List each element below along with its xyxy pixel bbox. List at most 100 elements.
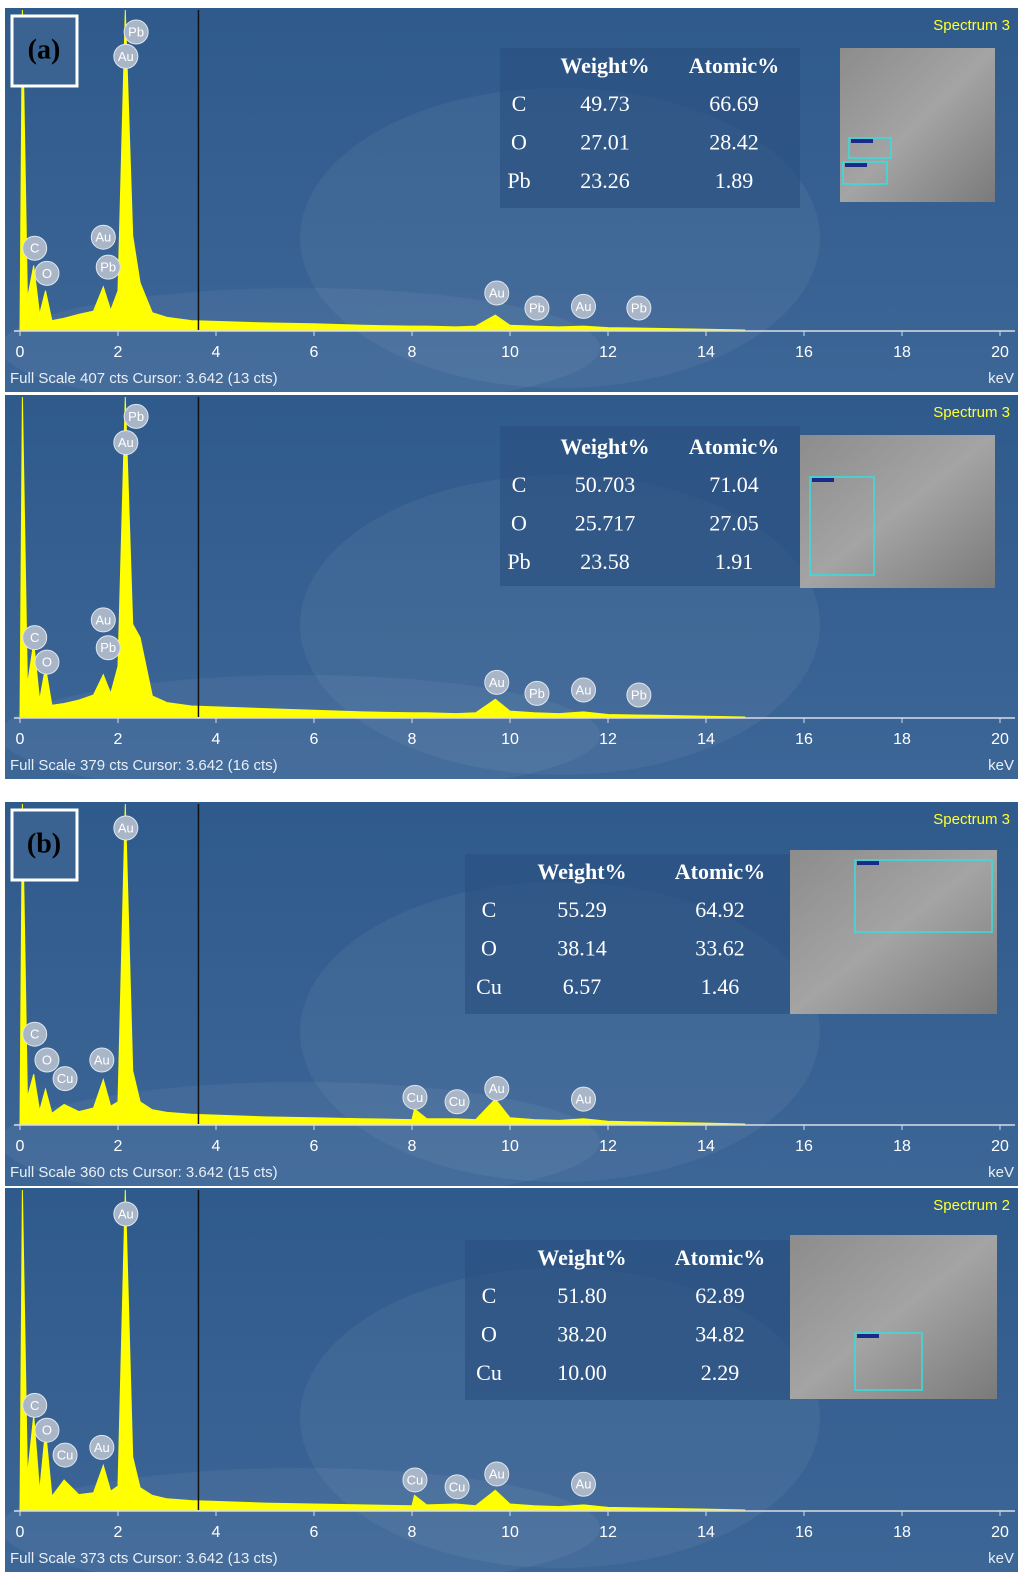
x-axis-label: keV <box>988 1550 1014 1567</box>
x-tick-label: 4 <box>212 344 221 361</box>
peak-marker <box>484 280 510 306</box>
x-axis-label: keV <box>988 370 1014 387</box>
x-tick-label: 14 <box>697 731 715 748</box>
table-cell: Pb <box>507 168 530 193</box>
peak-marker <box>524 295 550 321</box>
table-cell: 33.62 <box>695 936 745 961</box>
peak-label: Au <box>118 1206 134 1221</box>
table-cell: O <box>481 936 497 961</box>
peak-marker <box>123 403 149 429</box>
peak-marker <box>571 1471 596 1497</box>
peak-marker <box>95 635 121 661</box>
peak-marker <box>444 1089 470 1115</box>
table-cell: O <box>511 130 527 155</box>
sem-image <box>800 435 995 588</box>
spectrum-title: Spectrum 3 <box>933 811 1010 828</box>
table-header: Atomic% <box>689 434 779 459</box>
x-tick-label: 14 <box>697 344 715 361</box>
table-cell: 38.14 <box>557 936 607 961</box>
peak-label: Au <box>118 435 134 450</box>
x-tick-label: 0 <box>16 1524 25 1541</box>
peak-label: Au <box>95 612 111 627</box>
x-tick-label: 18 <box>893 731 911 748</box>
spectrum-panel: Weight% Atomic% C 51.80 62.89 O 38.20 34.82 Cu 10… <box>0 1188 1018 1575</box>
peak-label: Au <box>576 682 592 697</box>
x-tick-label: 8 <box>408 344 417 361</box>
peak-label: C <box>30 241 39 256</box>
peak-label: C <box>30 1398 39 1413</box>
spectrum-panel: Weight% Atomic% C 49.73 66.69 O 27.01 28.42 Pb 23… <box>0 8 1018 408</box>
peak-label: O <box>42 655 52 670</box>
x-tick-label: 6 <box>310 1524 319 1541</box>
peak-marker <box>22 625 48 651</box>
peak-label: Cu <box>449 1094 466 1109</box>
sem-region-tag <box>857 861 879 865</box>
x-tick-label: 12 <box>599 344 617 361</box>
spectrum-title: Spectrum 3 <box>933 17 1010 34</box>
peak-marker <box>524 680 550 706</box>
peak-marker <box>113 43 139 69</box>
peak-label: Pb <box>128 409 144 424</box>
table-header: Weight% <box>560 434 649 459</box>
table-cell: 66.69 <box>709 91 759 116</box>
x-tick-label: 10 <box>501 1524 519 1541</box>
peak-marker <box>402 1467 428 1493</box>
table-cell: 71.04 <box>709 472 759 497</box>
peak-label: Pb <box>100 260 116 275</box>
footer: Full Scale 407 cts Cursor: 3.642 (13 cts… <box>10 370 278 387</box>
peak-marker <box>484 669 510 695</box>
x-tick-label: 2 <box>114 1524 123 1541</box>
x-tick-label: 16 <box>795 1138 813 1155</box>
table-cell: 23.26 <box>580 168 630 193</box>
x-axis-label: keV <box>988 1164 1014 1181</box>
footer: Full Scale 373 cts Cursor: 3.642 (13 cts… <box>10 1550 278 1567</box>
peak-marker <box>52 1442 78 1468</box>
x-tick-label: 10 <box>501 731 519 748</box>
peak-label: Au <box>118 820 134 835</box>
table-cell: 50.703 <box>575 472 636 497</box>
table-cell: Cu <box>476 1360 502 1385</box>
peak-label: O <box>42 1052 52 1067</box>
peak-label: Au <box>489 1081 505 1096</box>
table-header: Atomic% <box>689 53 779 78</box>
x-tick-label: 6 <box>310 344 319 361</box>
table-background <box>465 854 790 1014</box>
peak-marker <box>626 295 652 321</box>
table-cell: O <box>511 511 527 536</box>
peak-marker <box>571 677 596 703</box>
table-cell: 62.89 <box>695 1283 745 1308</box>
peak-marker <box>484 1075 510 1101</box>
x-tick-label: 14 <box>697 1138 715 1155</box>
spectrum-title: Spectrum 3 <box>933 404 1010 421</box>
panel-label-box <box>10 808 79 882</box>
spectrum-panel: Weight% Atomic% C 50.703 71.04 O 25.717 27.05 Pb… <box>0 395 1018 795</box>
sem-region <box>854 859 993 933</box>
sem-image <box>840 48 995 202</box>
peak-label: Pb <box>631 687 647 702</box>
table-cell: Cu <box>476 974 502 999</box>
x-tick-label: 12 <box>599 1524 617 1541</box>
panel-label: (a) <box>28 34 61 65</box>
x-tick-label: 18 <box>893 344 911 361</box>
x-tick-label: 12 <box>599 731 617 748</box>
x-tick-label: 0 <box>16 1138 25 1155</box>
peak-marker <box>113 430 139 456</box>
peak-marker <box>626 682 652 708</box>
x-tick-label: 2 <box>114 344 123 361</box>
peak-label: Au <box>94 1440 110 1455</box>
x-tick-label: 20 <box>991 1138 1009 1155</box>
x-tick-label: 4 <box>212 1138 221 1155</box>
table-header: Weight% <box>537 859 626 884</box>
peak-marker <box>89 1434 115 1460</box>
peak-marker <box>22 1392 48 1418</box>
peak-label: Au <box>118 49 134 64</box>
spectrum-area <box>19 396 746 718</box>
peak-label: C <box>30 630 39 645</box>
peak-label: Au <box>95 230 111 245</box>
x-tick-label: 4 <box>212 731 221 748</box>
table-cell: 27.05 <box>709 511 759 536</box>
peak-label: C <box>30 1027 39 1042</box>
peak-label: O <box>42 1423 52 1438</box>
table-cell: C <box>482 1283 497 1308</box>
